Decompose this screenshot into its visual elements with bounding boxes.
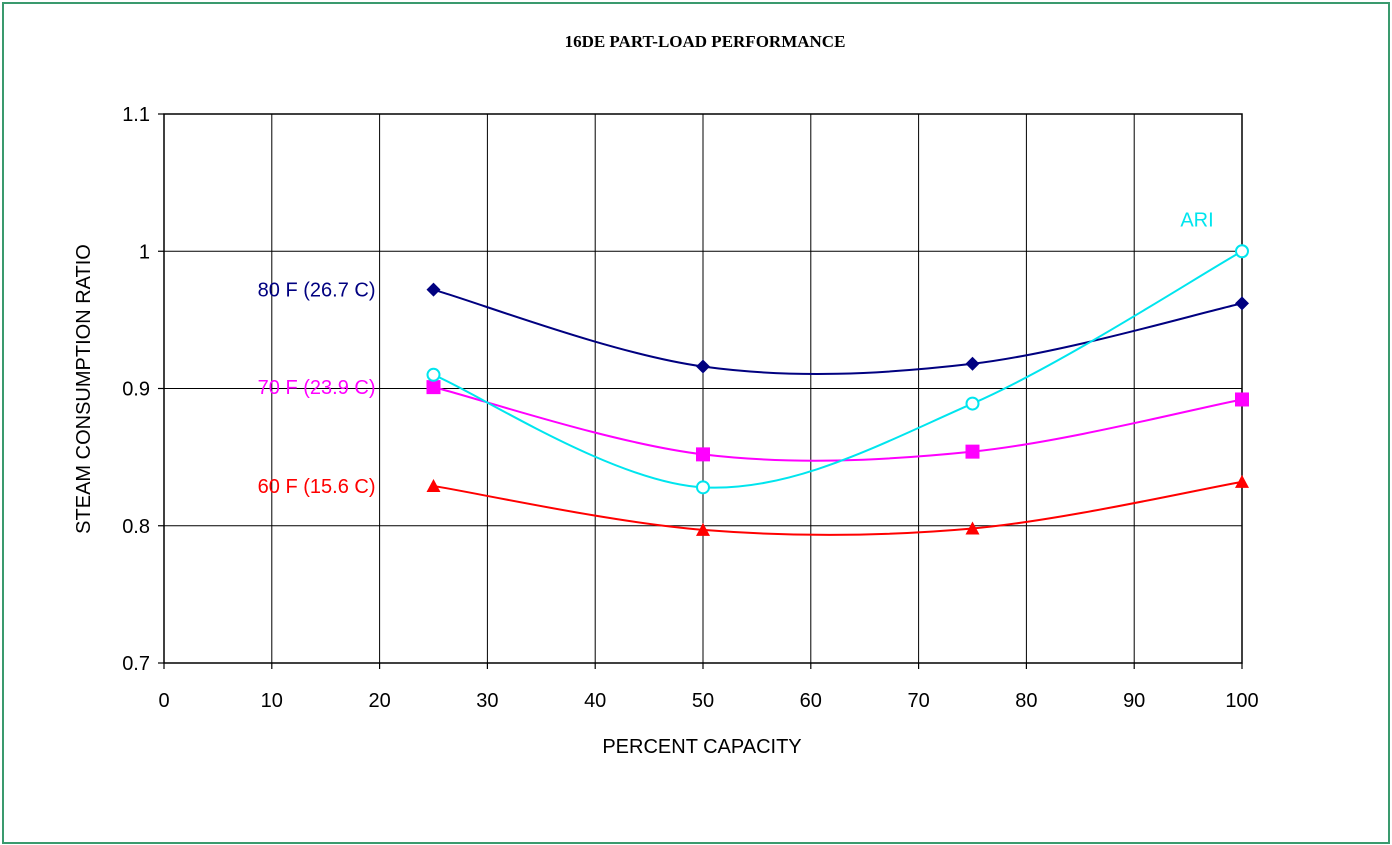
y-tick-label: 0.9 xyxy=(122,379,150,401)
series-0 xyxy=(426,282,1249,375)
chart-title: 16DE PART-LOAD PERFORMANCE xyxy=(565,32,846,51)
data-point xyxy=(965,356,980,371)
data-point xyxy=(696,522,710,536)
x-tick-label: 60 xyxy=(800,690,822,712)
data-point xyxy=(696,447,710,462)
series-label: ARI xyxy=(1180,209,1213,231)
x-tick-label: 20 xyxy=(368,690,390,712)
y-tick-label: 1.1 xyxy=(122,104,150,126)
y-axis-label: STEAM CONSUMPTION RATIO xyxy=(73,244,95,534)
x-tick-label: 70 xyxy=(907,690,929,712)
series-line xyxy=(433,480,1243,536)
y-tick-label: 0.8 xyxy=(122,516,150,538)
x-tick-label: 0 xyxy=(158,690,169,712)
data-point xyxy=(1235,474,1249,488)
x-tick-label: 90 xyxy=(1123,690,1145,712)
series-label: 80 F (26.7 C) xyxy=(258,280,376,302)
series xyxy=(426,244,1249,536)
series-1 xyxy=(426,380,1249,462)
data-point xyxy=(426,478,441,492)
y-tick-label: 1 xyxy=(139,241,150,263)
series-3 xyxy=(426,244,1249,495)
data-point xyxy=(965,444,980,459)
data-point xyxy=(965,396,980,411)
x-axis-label: PERCENT CAPACITY xyxy=(602,736,801,758)
data-point xyxy=(426,367,441,382)
data-point xyxy=(426,282,441,297)
series-2 xyxy=(426,474,1249,536)
x-tick-label: 40 xyxy=(584,690,606,712)
data-point xyxy=(965,521,980,535)
data-point xyxy=(696,359,710,374)
x-tick-label: 100 xyxy=(1225,690,1258,712)
data-point xyxy=(1235,296,1249,311)
series-label: 70 F (23.9 C) xyxy=(258,377,376,399)
y-tick-label: 0.7 xyxy=(122,653,150,675)
series-line xyxy=(433,250,1243,489)
series-line xyxy=(433,386,1243,462)
plot-area-border xyxy=(163,113,1243,664)
data-point xyxy=(696,480,710,495)
x-tick-label: 80 xyxy=(1015,690,1037,712)
tick-labels: 0 10 20 30 40 50 60 70 80 90 100 0.7 0.8 0.9 1 1.1 xyxy=(122,104,1259,712)
data-point xyxy=(426,380,441,395)
x-tick-label: 10 xyxy=(261,690,283,712)
series-label: 60 F (15.6 C) xyxy=(258,476,376,498)
series-line xyxy=(433,288,1243,375)
series-labels: 80 F (26.7 C) 70 F (23.9 C) 60 F (15.6 C) A… xyxy=(258,209,1214,498)
x-tick-label: 30 xyxy=(476,690,498,712)
data-point xyxy=(1235,392,1249,407)
x-tick-label: 50 xyxy=(692,690,714,712)
data-point xyxy=(1235,244,1249,259)
